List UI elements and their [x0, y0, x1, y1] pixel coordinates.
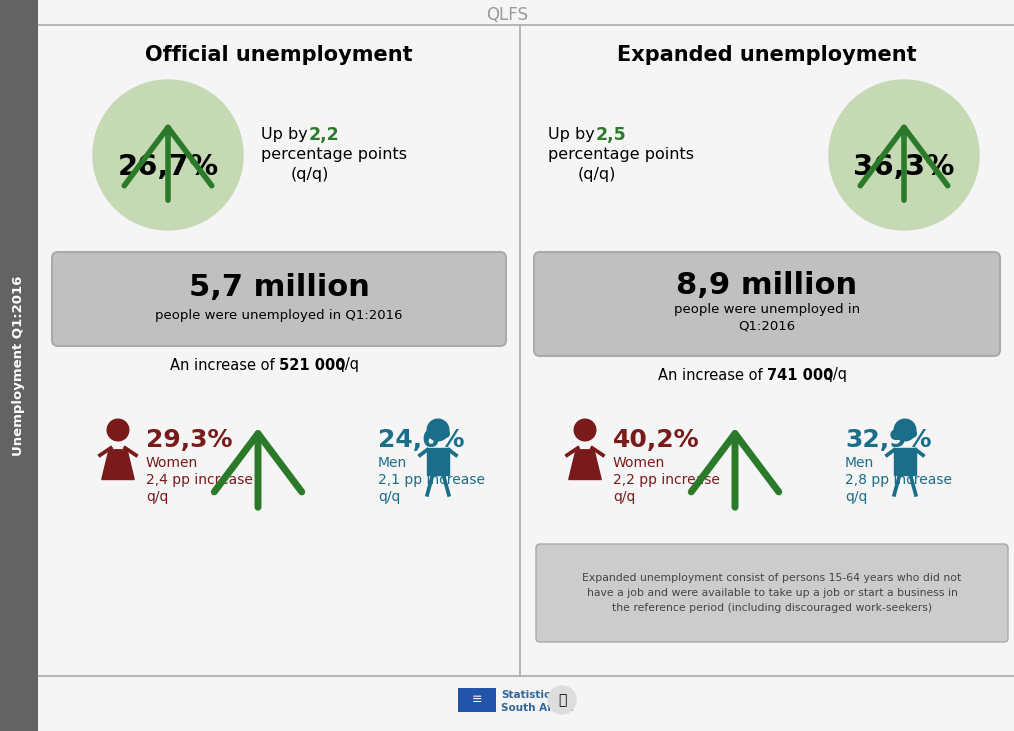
Text: 32,9%: 32,9%	[845, 428, 932, 452]
Circle shape	[574, 419, 596, 441]
Text: 521 000: 521 000	[279, 357, 346, 373]
FancyBboxPatch shape	[536, 544, 1008, 642]
Text: 2,2 pp increase: 2,2 pp increase	[613, 473, 720, 487]
Circle shape	[829, 80, 979, 230]
Text: Expanded unemployment consist of persons 15-64 years who did not
have a job and : Expanded unemployment consist of persons…	[582, 573, 961, 613]
Text: people were unemployed in Q1:2016: people were unemployed in Q1:2016	[155, 309, 403, 322]
FancyBboxPatch shape	[0, 0, 38, 731]
Circle shape	[107, 419, 129, 441]
Text: percentage points: percentage points	[261, 148, 407, 162]
Text: Women: Women	[613, 456, 665, 470]
Text: people were unemployed in: people were unemployed in	[674, 303, 860, 317]
Text: 2,8 pp increase: 2,8 pp increase	[845, 473, 952, 487]
Circle shape	[427, 419, 449, 441]
Text: An increase of: An increase of	[658, 368, 767, 382]
Text: Men: Men	[378, 456, 408, 470]
Text: Statistics: Statistics	[501, 690, 557, 700]
Text: 36,3%: 36,3%	[854, 153, 955, 181]
Text: q/q: q/q	[331, 357, 359, 373]
Text: Q1:2016: Q1:2016	[738, 319, 796, 333]
Text: percentage points: percentage points	[548, 148, 694, 162]
Text: q/q: q/q	[819, 368, 847, 382]
FancyBboxPatch shape	[52, 252, 506, 346]
Text: 26,7%: 26,7%	[118, 153, 219, 181]
Text: 24,6%: 24,6%	[378, 428, 464, 452]
Text: Expanded unemployment: Expanded unemployment	[618, 45, 917, 65]
Text: 2,4 pp increase: 2,4 pp increase	[146, 473, 252, 487]
Text: q/q: q/q	[845, 490, 867, 504]
Text: Up by: Up by	[548, 127, 600, 143]
Text: q/q: q/q	[378, 490, 401, 504]
Text: South Africa: South Africa	[501, 703, 574, 713]
Text: q/q: q/q	[146, 490, 168, 504]
Text: ≡: ≡	[472, 694, 483, 706]
Text: Women: Women	[146, 456, 199, 470]
Text: (q/q): (q/q)	[291, 167, 330, 183]
Text: 🦅: 🦅	[558, 693, 566, 707]
Text: An increase of: An increase of	[169, 357, 279, 373]
Text: (q/q): (q/q)	[578, 167, 617, 183]
Text: QLFS: QLFS	[486, 6, 528, 24]
Circle shape	[894, 419, 916, 441]
Text: 29,3%: 29,3%	[146, 428, 232, 452]
Text: Unemployment Q1:2016: Unemployment Q1:2016	[12, 276, 25, 455]
FancyBboxPatch shape	[894, 448, 916, 475]
FancyBboxPatch shape	[427, 448, 449, 475]
Text: q/q: q/q	[613, 490, 636, 504]
FancyBboxPatch shape	[458, 688, 496, 712]
Text: 8,9 million: 8,9 million	[676, 271, 858, 300]
Text: 741 000: 741 000	[767, 368, 834, 382]
FancyBboxPatch shape	[534, 252, 1000, 356]
Polygon shape	[101, 450, 134, 480]
Polygon shape	[569, 450, 601, 480]
Circle shape	[548, 686, 576, 714]
Text: 40,2%: 40,2%	[613, 428, 700, 452]
Text: 2,2: 2,2	[309, 126, 340, 144]
Text: 5,7 million: 5,7 million	[189, 273, 369, 303]
Text: Men: Men	[845, 456, 874, 470]
Circle shape	[93, 80, 243, 230]
Text: Official unemployment: Official unemployment	[145, 45, 413, 65]
Text: 2,1 pp increase: 2,1 pp increase	[378, 473, 485, 487]
Text: 2,5: 2,5	[596, 126, 627, 144]
Text: Up by: Up by	[261, 127, 313, 143]
